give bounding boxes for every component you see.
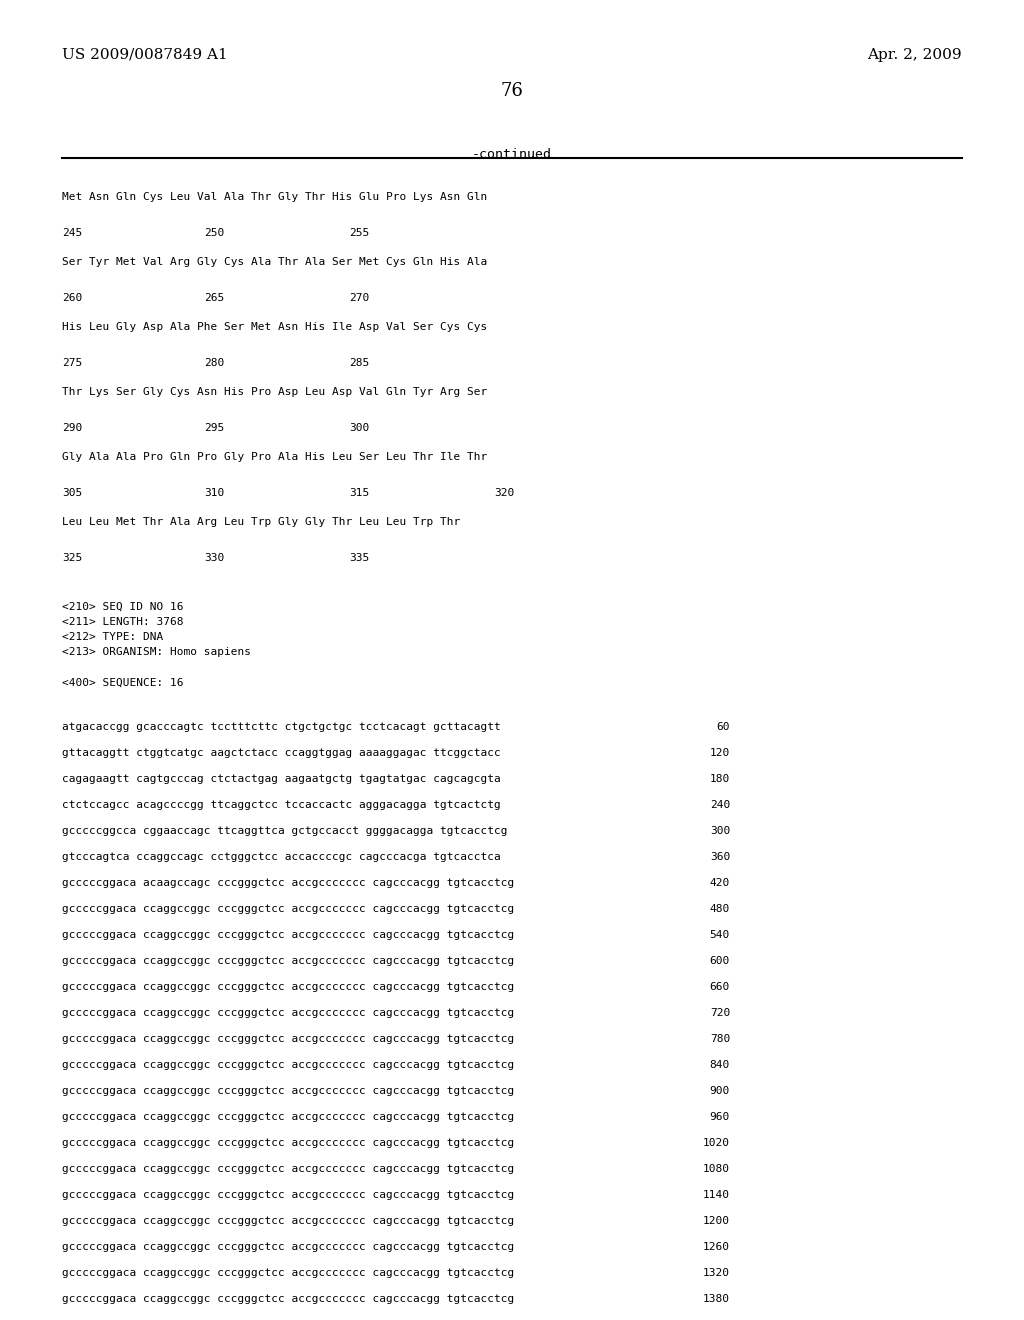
Text: 480: 480 [710,904,730,913]
Text: 255: 255 [349,228,370,238]
Text: 290: 290 [62,422,82,433]
Text: 1380: 1380 [703,1294,730,1304]
Text: gcccccggaca ccaggccggc cccgggctcc accgccccccc cagcccacgg tgtcacctcg: gcccccggaca ccaggccggc cccgggctcc accgcc… [62,931,514,940]
Text: 420: 420 [710,878,730,888]
Text: 265: 265 [204,293,224,304]
Text: gcccccggaca ccaggccggc cccgggctcc accgccccccc cagcccacgg tgtcacctcg: gcccccggaca ccaggccggc cccgggctcc accgcc… [62,1138,514,1148]
Text: 270: 270 [349,293,370,304]
Text: gcccccggcca cggaaccagc ttcaggttca gctgccacct ggggacagga tgtcacctcg: gcccccggcca cggaaccagc ttcaggttca gctgcc… [62,826,508,836]
Text: 1080: 1080 [703,1164,730,1173]
Text: gcccccggaca ccaggccggc cccgggctcc accgccccccc cagcccacgg tgtcacctcg: gcccccggaca ccaggccggc cccgggctcc accgcc… [62,1191,514,1200]
Text: 300: 300 [349,422,370,433]
Text: His Leu Gly Asp Ala Phe Ser Met Asn His Ile Asp Val Ser Cys Cys: His Leu Gly Asp Ala Phe Ser Met Asn His … [62,322,487,333]
Text: 275: 275 [62,358,82,368]
Text: 1020: 1020 [703,1138,730,1148]
Text: ctctccagcc acagccccgg ttcaggctcc tccaccactc agggacagga tgtcactctg: ctctccagcc acagccccgg ttcaggctcc tccacca… [62,800,501,810]
Text: cagagaagtt cagtgcccag ctctactgag aagaatgctg tgagtatgac cagcagcgta: cagagaagtt cagtgcccag ctctactgag aagaatg… [62,774,501,784]
Text: 260: 260 [62,293,82,304]
Text: 280: 280 [204,358,224,368]
Text: gttacaggtt ctggtcatgc aagctctacc ccaggtggag aaaaggagac ttcggctacc: gttacaggtt ctggtcatgc aagctctacc ccaggtg… [62,748,501,758]
Text: Met Asn Gln Cys Leu Val Ala Thr Gly Thr His Glu Pro Lys Asn Gln: Met Asn Gln Cys Leu Val Ala Thr Gly Thr … [62,191,487,202]
Text: -continued: -continued [472,148,552,161]
Text: gcccccggaca ccaggccggc cccgggctcc accgccccccc cagcccacgg tgtcacctcg: gcccccggaca ccaggccggc cccgggctcc accgcc… [62,1086,514,1096]
Text: 120: 120 [710,748,730,758]
Text: 245: 245 [62,228,82,238]
Text: Leu Leu Met Thr Ala Arg Leu Trp Gly Gly Thr Leu Leu Trp Thr: Leu Leu Met Thr Ala Arg Leu Trp Gly Gly … [62,517,460,527]
Text: 305: 305 [62,488,82,498]
Text: 660: 660 [710,982,730,993]
Text: atgacaccgg gcacccagtc tcctttcttc ctgctgctgc tcctcacagt gcttacagtt: atgacaccgg gcacccagtc tcctttcttc ctgctgc… [62,722,501,733]
Text: gcccccggaca ccaggccggc cccgggctcc accgccccccc cagcccacgg tgtcacctcg: gcccccggaca ccaggccggc cccgggctcc accgcc… [62,956,514,966]
Text: 325: 325 [62,553,82,564]
Text: 60: 60 [717,722,730,733]
Text: US 2009/0087849 A1: US 2009/0087849 A1 [62,48,227,62]
Text: gcccccggaca ccaggccggc cccgggctcc accgccccccc cagcccacgg tgtcacctcg: gcccccggaca ccaggccggc cccgggctcc accgcc… [62,1242,514,1251]
Text: 1200: 1200 [703,1216,730,1226]
Text: Apr. 2, 2009: Apr. 2, 2009 [867,48,962,62]
Text: Ser Tyr Met Val Arg Gly Cys Ala Thr Ala Ser Met Cys Gln His Ala: Ser Tyr Met Val Arg Gly Cys Ala Thr Ala … [62,257,487,267]
Text: gtcccagtca ccaggccagc cctgggctcc accaccccgc cagcccacga tgtcacctca: gtcccagtca ccaggccagc cctgggctcc accaccc… [62,851,501,862]
Text: gcccccggaca ccaggccggc cccgggctcc accgccccccc cagcccacgg tgtcacctcg: gcccccggaca ccaggccggc cccgggctcc accgcc… [62,1164,514,1173]
Text: 335: 335 [349,553,370,564]
Text: 180: 180 [710,774,730,784]
Text: 780: 780 [710,1034,730,1044]
Text: 320: 320 [494,488,514,498]
Text: gcccccggaca ccaggccggc cccgggctcc accgccccccc cagcccacgg tgtcacctcg: gcccccggaca ccaggccggc cccgggctcc accgcc… [62,982,514,993]
Text: <212> TYPE: DNA: <212> TYPE: DNA [62,632,163,642]
Text: 840: 840 [710,1060,730,1071]
Text: gcccccggaca ccaggccggc cccgggctcc accgccccccc cagcccacgg tgtcacctcg: gcccccggaca ccaggccggc cccgggctcc accgcc… [62,1269,514,1278]
Text: 250: 250 [204,228,224,238]
Text: <210> SEQ ID NO 16: <210> SEQ ID NO 16 [62,602,183,612]
Text: 360: 360 [710,851,730,862]
Text: 285: 285 [349,358,370,368]
Text: 76: 76 [501,82,523,100]
Text: gcccccggaca ccaggccggc cccgggctcc accgccccccc cagcccacgg tgtcacctcg: gcccccggaca ccaggccggc cccgggctcc accgcc… [62,1294,514,1304]
Text: 300: 300 [710,826,730,836]
Text: Thr Lys Ser Gly Cys Asn His Pro Asp Leu Asp Val Gln Tyr Arg Ser: Thr Lys Ser Gly Cys Asn His Pro Asp Leu … [62,387,487,397]
Text: gcccccggaca acaagccagc cccgggctcc accgccccccc cagcccacgg tgtcacctcg: gcccccggaca acaagccagc cccgggctcc accgcc… [62,878,514,888]
Text: 540: 540 [710,931,730,940]
Text: 1320: 1320 [703,1269,730,1278]
Text: <213> ORGANISM: Homo sapiens: <213> ORGANISM: Homo sapiens [62,647,251,657]
Text: 900: 900 [710,1086,730,1096]
Text: 295: 295 [204,422,224,433]
Text: 315: 315 [349,488,370,498]
Text: 600: 600 [710,956,730,966]
Text: 330: 330 [204,553,224,564]
Text: 310: 310 [204,488,224,498]
Text: gcccccggaca ccaggccggc cccgggctcc accgccccccc cagcccacgg tgtcacctcg: gcccccggaca ccaggccggc cccgggctcc accgcc… [62,904,514,913]
Text: gcccccggaca ccaggccggc cccgggctcc accgccccccc cagcccacgg tgtcacctcg: gcccccggaca ccaggccggc cccgggctcc accgcc… [62,1111,514,1122]
Text: 1260: 1260 [703,1242,730,1251]
Text: 960: 960 [710,1111,730,1122]
Text: gcccccggaca ccaggccggc cccgggctcc accgccccccc cagcccacgg tgtcacctcg: gcccccggaca ccaggccggc cccgggctcc accgcc… [62,1216,514,1226]
Text: Gly Ala Ala Pro Gln Pro Gly Pro Ala His Leu Ser Leu Thr Ile Thr: Gly Ala Ala Pro Gln Pro Gly Pro Ala His … [62,451,487,462]
Text: 1140: 1140 [703,1191,730,1200]
Text: <211> LENGTH: 3768: <211> LENGTH: 3768 [62,616,183,627]
Text: gcccccggaca ccaggccggc cccgggctcc accgccccccc cagcccacgg tgtcacctcg: gcccccggaca ccaggccggc cccgggctcc accgcc… [62,1008,514,1018]
Text: 240: 240 [710,800,730,810]
Text: gcccccggaca ccaggccggc cccgggctcc accgccccccc cagcccacgg tgtcacctcg: gcccccggaca ccaggccggc cccgggctcc accgcc… [62,1034,514,1044]
Text: 720: 720 [710,1008,730,1018]
Text: <400> SEQUENCE: 16: <400> SEQUENCE: 16 [62,678,183,688]
Text: gcccccggaca ccaggccggc cccgggctcc accgccccccc cagcccacgg tgtcacctcg: gcccccggaca ccaggccggc cccgggctcc accgcc… [62,1060,514,1071]
